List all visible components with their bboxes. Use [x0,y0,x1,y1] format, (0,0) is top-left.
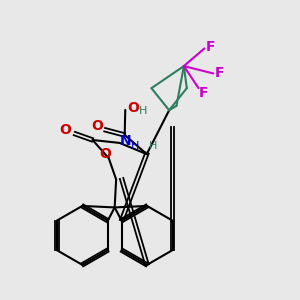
Text: F: F [215,66,224,80]
Text: H: H [139,106,147,116]
Text: H: H [131,141,139,151]
Text: O: O [92,119,103,133]
Text: F: F [206,40,215,54]
Text: N: N [120,134,131,148]
Text: O: O [99,147,111,161]
Text: O: O [60,123,71,137]
Text: F: F [199,85,208,100]
Text: H: H [149,141,158,151]
Text: O: O [128,101,140,116]
